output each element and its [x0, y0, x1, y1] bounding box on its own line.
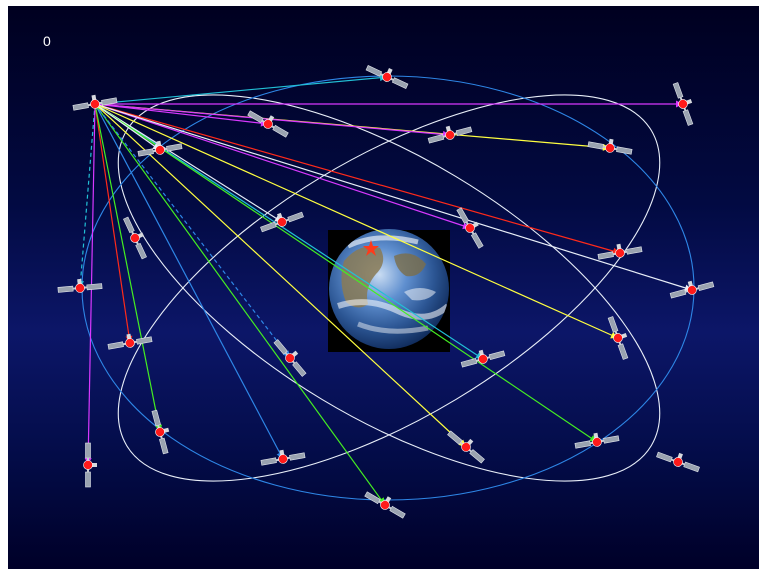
satellite-node	[461, 442, 471, 452]
satellite-icon	[151, 409, 170, 455]
orbit-path	[117, 94, 661, 482]
satellite-icon	[83, 442, 97, 488]
satellite-node	[605, 143, 615, 153]
satellite-node	[678, 99, 688, 109]
satellite-icon	[260, 211, 304, 233]
earth-globe-icon	[328, 229, 450, 352]
satellite-node	[687, 285, 697, 295]
satellite-node	[285, 353, 295, 363]
frame-counter: 0	[43, 33, 51, 49]
constellation-diagram: 0	[8, 6, 759, 569]
satellite-icon	[597, 243, 643, 260]
satellite-icon	[574, 432, 620, 449]
satellite-icon	[672, 82, 694, 126]
satellite-node	[278, 454, 288, 464]
satellite-node	[130, 233, 140, 243]
satellite-icon	[447, 430, 485, 464]
satellite-node	[673, 457, 683, 467]
satellite-node	[478, 354, 488, 364]
satellite-icon	[57, 278, 103, 293]
satellite-node	[613, 333, 623, 343]
satellite-node	[277, 217, 287, 227]
satellite-node	[125, 338, 135, 348]
satellite-icon	[456, 207, 484, 249]
satellite-node	[263, 119, 273, 129]
satellite-node	[382, 72, 392, 82]
satellite-icon	[123, 216, 147, 260]
satellite-icon	[656, 451, 700, 473]
satellites	[57, 65, 715, 519]
satellite-node	[83, 460, 93, 470]
satellite-icon	[72, 94, 118, 111]
satellite-icon	[365, 65, 409, 89]
satellite-node	[592, 437, 602, 447]
satellite-icon	[260, 449, 306, 466]
satellite-icon	[460, 349, 506, 368]
satellite-node	[90, 99, 100, 109]
orbit-path	[117, 94, 661, 482]
satellite-icon	[587, 138, 633, 155]
satellite-icon	[427, 125, 473, 144]
diagram-canvas	[8, 6, 759, 569]
satellite-icon	[107, 333, 153, 350]
red-star-icon	[363, 240, 379, 256]
satellite-node	[155, 427, 165, 437]
satellite-icon	[137, 140, 183, 157]
satellite-node	[615, 248, 625, 258]
satellite-node	[155, 145, 165, 155]
satellite-icon	[607, 316, 629, 360]
satellite-node	[380, 500, 390, 510]
satellite-node	[445, 130, 455, 140]
satellite-node	[465, 223, 475, 233]
satellite-node	[75, 283, 85, 293]
satellite-icon	[364, 491, 406, 519]
satellite-icon	[273, 339, 307, 377]
satellite-icon	[247, 110, 289, 138]
satellite-icon	[669, 280, 715, 299]
